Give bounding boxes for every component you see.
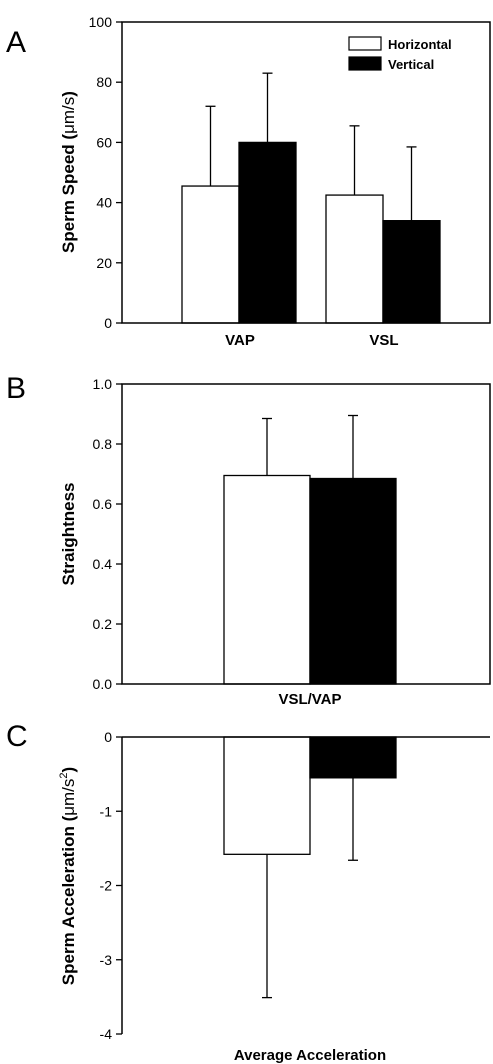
y-tick-label: 80 <box>96 74 112 90</box>
bar-horizontal-vap <box>181 185 240 324</box>
legend-swatch-vertical <box>348 56 382 71</box>
legend: Horizontal Vertical <box>348 36 452 72</box>
y-tick-label: 0.2 <box>93 616 113 632</box>
y-tick-label: 0.8 <box>93 436 113 452</box>
panel-a-y-ticks: 0 20 40 60 80 100 <box>89 14 122 331</box>
y-tick-label: 0.0 <box>93 676 113 692</box>
y-tick-label: 0 <box>104 729 112 745</box>
x-category-label: VSL <box>369 332 398 349</box>
x-category-label: Average Acceleration <box>234 1047 386 1064</box>
y-tick-label: -4 <box>100 1026 113 1042</box>
panel-c-bars <box>223 736 397 999</box>
y-tick-label: 100 <box>89 14 113 30</box>
bar-vertical-average-acceleration <box>309 736 397 779</box>
panel-c: C Sperm Acceleration (μm/s2) 0 -1 -2 -3 -4 A… <box>6 720 490 1064</box>
bar-vertical-vsl <box>382 220 441 324</box>
y-tick-label: 20 <box>96 255 112 271</box>
panel-c-category-labels: Average Acceleration <box>234 1047 386 1064</box>
y-tick-label: 0 <box>104 315 112 331</box>
panel-a: A Sperm Speed (μm/s) 0 20 40 60 80 100 VAP VSL… <box>6 14 491 349</box>
panel-b-y-axis-label: Straightness <box>59 483 78 586</box>
panel-c-y-ticks: 0 -1 -2 -3 -4 <box>100 729 122 1042</box>
panel-letter-b: B <box>6 372 26 405</box>
panel-letter-a: A <box>6 26 26 59</box>
y-tick-label: 0.4 <box>93 556 113 572</box>
legend-label-vertical: Vertical <box>388 57 434 72</box>
bar-horizontal-vsl <box>325 194 384 324</box>
panel-a-category-labels: VAP VSL <box>225 332 398 349</box>
y-tick-label: 0.6 <box>93 496 113 512</box>
y-tick-label: -3 <box>100 952 113 968</box>
y-tick-label: 1.0 <box>93 376 113 392</box>
panel-c-y-axis-label: Sperm Acceleration (μm/s2) <box>58 767 78 985</box>
bar-horizontal-average-acceleration <box>223 736 311 855</box>
x-category-label: VSL/VAP <box>278 691 341 708</box>
legend-swatch-horizontal <box>348 36 382 51</box>
panel-b-bars <box>223 414 397 685</box>
panel-b-category-labels: VSL/VAP <box>278 691 341 708</box>
panel-b: B Straightness 0.0 0.2 0.4 0.6 0.8 1.0 VSL/VA… <box>6 372 491 708</box>
bar-vertical-vsl-vap <box>309 477 397 685</box>
x-category-label: VAP <box>225 332 255 349</box>
panel-a-bars <box>181 72 441 324</box>
y-tick-label: -1 <box>100 803 113 819</box>
y-tick-label: -2 <box>100 878 113 894</box>
panel-b-plot-frame <box>121 383 491 685</box>
bar-vertical-vap <box>238 141 297 324</box>
panel-a-plot-frame <box>121 21 491 324</box>
panel-letter-c: C <box>6 720 28 753</box>
panel-b-y-ticks: 0.0 0.2 0.4 0.6 0.8 1.0 <box>93 376 122 692</box>
y-tick-label: 40 <box>96 195 112 211</box>
panel-a-y-axis-label: Sperm Speed (μm/s) <box>59 91 78 253</box>
bar-horizontal-vsl-vap <box>223 474 311 685</box>
legend-label-horizontal: Horizontal <box>388 37 452 52</box>
y-tick-label: 60 <box>96 134 112 150</box>
